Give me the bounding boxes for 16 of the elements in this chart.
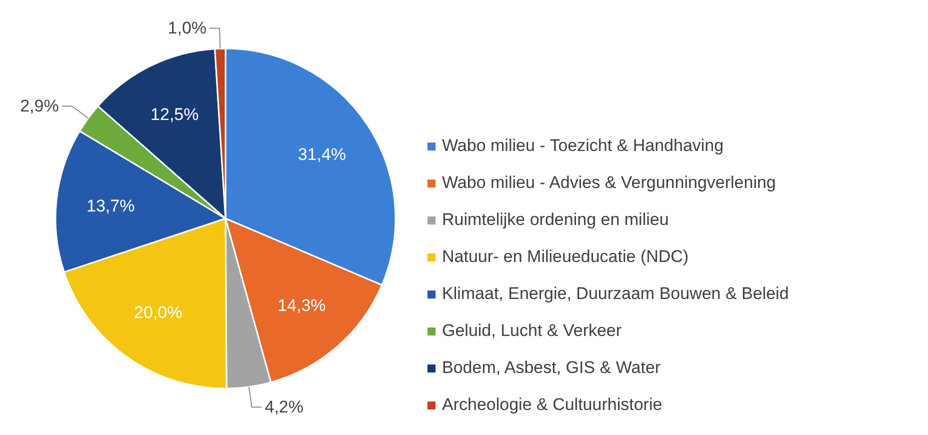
data-label: 13,7% <box>86 196 135 216</box>
legend-label: Archeologie & Cultuurhistorie <box>442 395 662 415</box>
data-label: 2,9% <box>20 96 59 116</box>
legend-label: Natuur- en Milieueducatie (NDC) <box>442 247 689 267</box>
data-label: 1,0% <box>168 18 207 38</box>
legend-label: Wabo milieu - Advies & Vergunningverlening <box>442 173 776 193</box>
data-label: 20,0% <box>134 302 182 322</box>
data-label: 14,3% <box>278 296 326 315</box>
legend-label: Ruimtelijke ordening en milieu <box>442 210 669 230</box>
data-label: 12,5% <box>150 105 199 124</box>
data-label: 4,2% <box>264 398 304 417</box>
legend-label: Wabo milieu - Toezicht & Handhaving <box>442 136 724 156</box>
legend-label: Bodem, Asbest, GIS & Water <box>442 358 661 378</box>
legend-label: Geluid, Lucht & Verkeer <box>442 321 622 341</box>
data-label: 31,4% <box>298 145 346 164</box>
legend-label: Klimaat, Energie, Duurzaam Bouwen & Beleid <box>442 284 789 304</box>
